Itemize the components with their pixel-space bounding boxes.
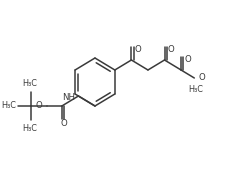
Text: H₃C: H₃C [22, 124, 37, 133]
Text: O: O [168, 44, 175, 54]
Text: O: O [184, 55, 191, 63]
Text: NH: NH [62, 93, 76, 102]
Text: O: O [198, 74, 205, 82]
Text: O: O [135, 44, 141, 54]
Text: H₃C: H₃C [189, 86, 204, 95]
Text: H₃C: H₃C [22, 79, 37, 88]
Text: H₃C: H₃C [1, 101, 16, 109]
Text: O: O [36, 102, 43, 110]
Text: O: O [60, 120, 67, 128]
